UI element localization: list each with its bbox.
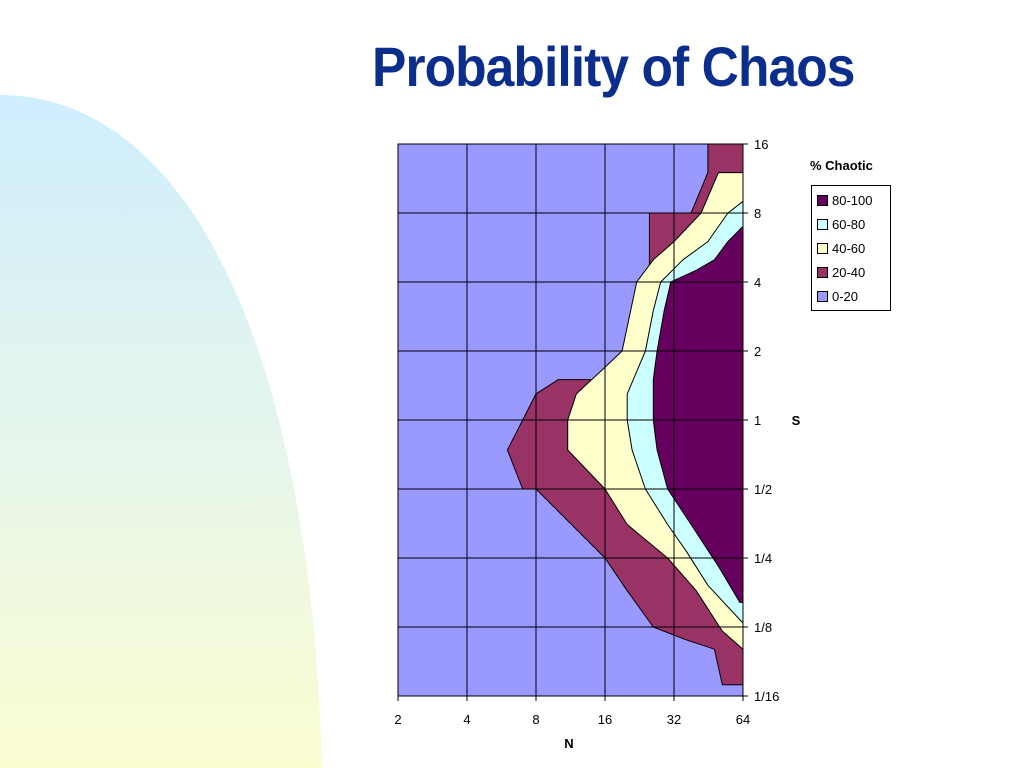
- legend-label: 20-40: [832, 264, 866, 280]
- x-tick-label: 2: [394, 712, 401, 727]
- y-tick-label: 1/8: [754, 620, 772, 635]
- x-tick-label: 4: [463, 712, 470, 727]
- y-tick-label: 16: [754, 137, 768, 152]
- legend-swatch: [817, 218, 828, 230]
- legend-swatch: [817, 242, 828, 254]
- y-tick-label: 1/4: [754, 551, 772, 566]
- plot-frame: [397, 143, 744, 697]
- band-80-100: [652, 225, 744, 603]
- legend-label: 0-20: [832, 288, 859, 304]
- legend-label: 60-80: [832, 216, 866, 232]
- y-axis-label: S: [792, 413, 801, 428]
- legend-label: 40-60: [832, 240, 866, 256]
- y-tick-label: 4: [754, 275, 761, 290]
- legend-title: % Chaotic: [810, 158, 873, 173]
- x-tick-label: 16: [598, 712, 612, 727]
- legend-item: 0-20: [812, 284, 890, 308]
- y-tick-label: 1/2: [754, 482, 772, 497]
- legend-item: 40-60: [812, 236, 890, 260]
- legend-item: 80-100: [812, 188, 890, 212]
- y-tick-label: 8: [754, 206, 761, 221]
- legend-item: 60-80: [812, 212, 890, 236]
- legend: 80-100 60-80 40-60 20-40 0-20: [811, 185, 891, 311]
- x-tick-label: 8: [532, 712, 539, 727]
- legend-label: 80-100: [832, 192, 873, 208]
- legend-swatch: [817, 194, 828, 206]
- legend-item: 20-40: [812, 260, 890, 284]
- y-tick-label: 2: [754, 344, 761, 359]
- y-tick-label: 1: [754, 413, 761, 428]
- y-tick-label: 1/16: [754, 689, 779, 704]
- x-axis-label: N: [564, 736, 573, 751]
- legend-swatch: [817, 266, 828, 278]
- slide-title: Probability of Chaos: [372, 35, 855, 98]
- legend-swatch: [817, 290, 828, 302]
- x-tick-label: 32: [667, 712, 681, 727]
- x-tick-label: 64: [736, 712, 750, 727]
